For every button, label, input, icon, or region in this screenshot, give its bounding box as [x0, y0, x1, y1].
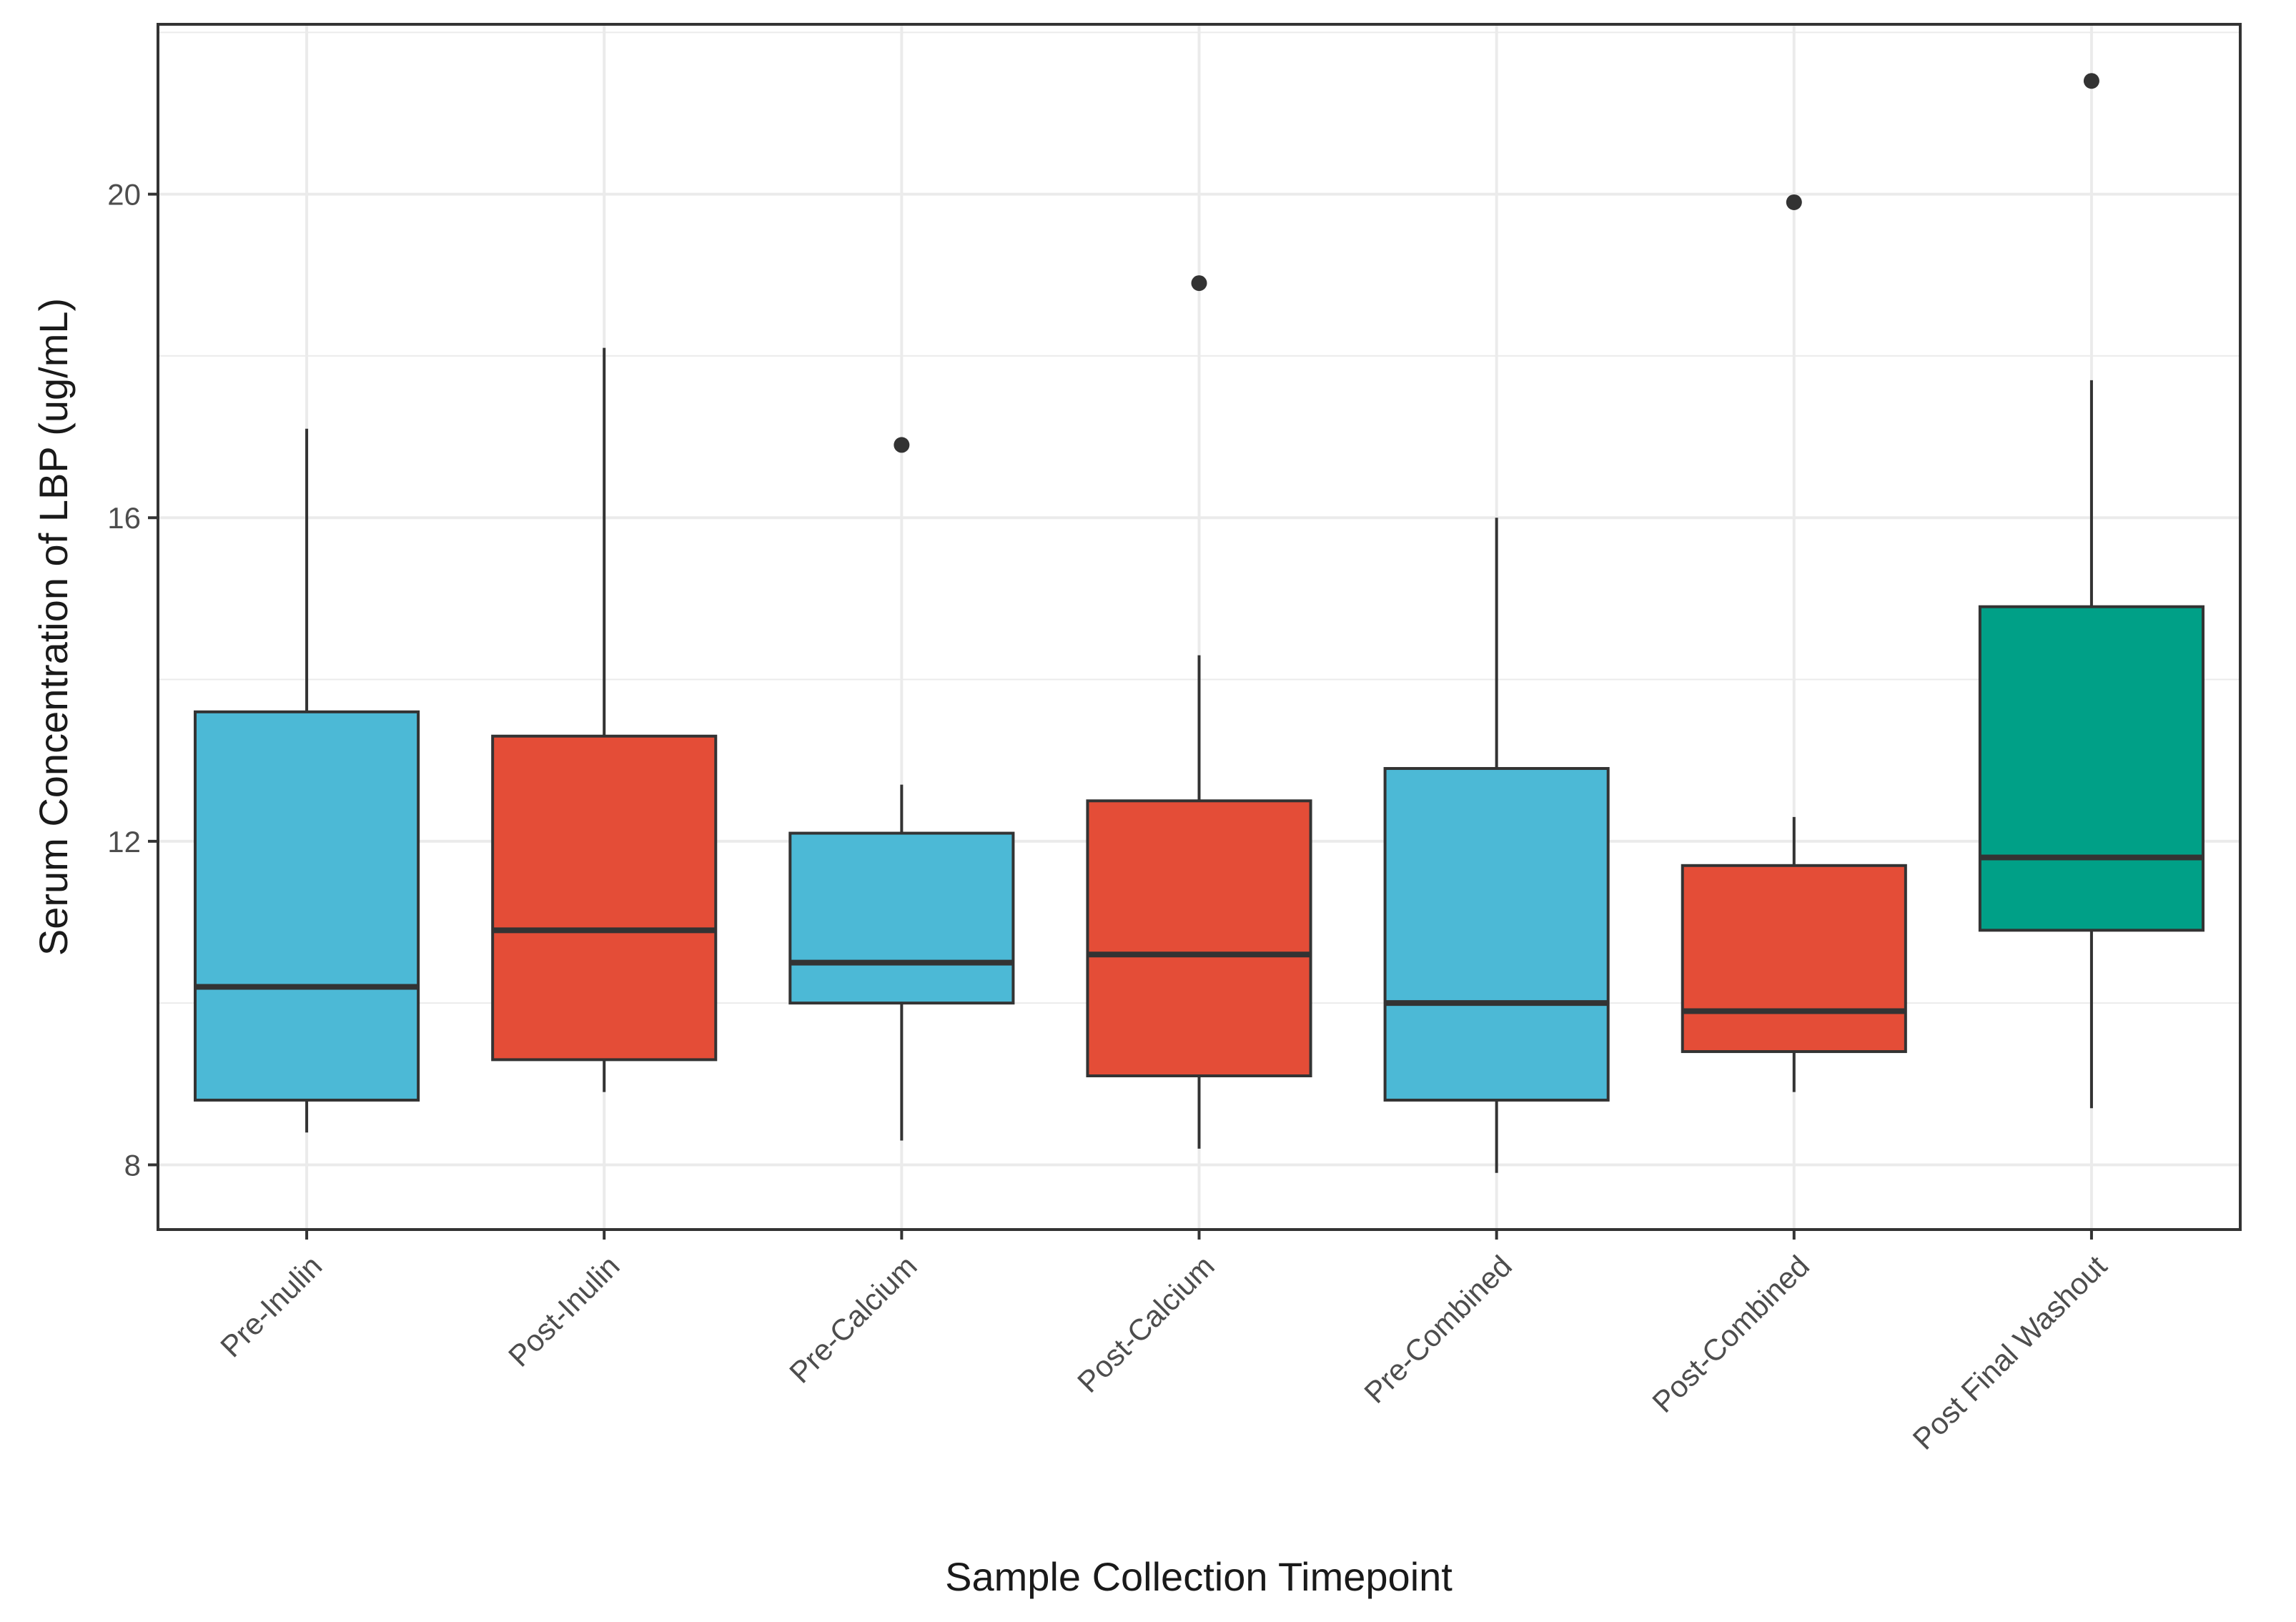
box-post-final-washout	[1978, 73, 2205, 1109]
box-post-calcium	[1086, 275, 1312, 1149]
outlier-point	[1191, 275, 1207, 292]
box-pre-combined	[1383, 518, 1610, 1173]
box-iqr	[788, 831, 1015, 1005]
box-iqr	[1978, 605, 2205, 932]
box-post-combined	[1681, 194, 1907, 1092]
x-tick-label: Pre-Inulin	[214, 1249, 328, 1363]
outlier-point	[1786, 194, 1802, 210]
y-axis-title: Serum Concentration of LBP (ug/mL)	[31, 298, 76, 956]
box-post-inulin	[491, 347, 718, 1092]
y-axis: 8 12 16 20	[107, 178, 158, 1182]
box-pre-inulin	[194, 428, 420, 1133]
x-tick-label: Post-Inulin	[502, 1249, 626, 1373]
x-tick-label: Pre-Calcium	[783, 1249, 924, 1390]
box-layer	[194, 73, 2205, 1173]
box-iqr	[1681, 864, 1907, 1054]
x-tick-label: Post Final Washout	[1906, 1249, 2114, 1456]
y-tick-label: 16	[107, 501, 141, 535]
x-axis: Pre-Inulin Post-Inulin Pre-Calcium Post-Cal…	[214, 1230, 2114, 1456]
box-iqr	[1086, 799, 1312, 1078]
box-iqr	[491, 734, 718, 1062]
y-tick-label: 20	[107, 178, 141, 212]
box-pre-calcium	[788, 437, 1015, 1141]
x-axis-title: Sample Collection Timepoint	[945, 1554, 1453, 1599]
x-tick-label: Post-Calcium	[1071, 1249, 1221, 1399]
x-tick-label: Pre-Combined	[1357, 1249, 1518, 1410]
box-iqr	[194, 710, 420, 1102]
x-tick-label: Post-Combined	[1646, 1249, 1816, 1419]
outlier-point	[2083, 73, 2099, 89]
box-iqr	[1383, 767, 1610, 1102]
y-tick-label: 8	[124, 1148, 141, 1182]
outlier-point	[894, 437, 910, 453]
y-tick-label: 12	[107, 825, 141, 859]
